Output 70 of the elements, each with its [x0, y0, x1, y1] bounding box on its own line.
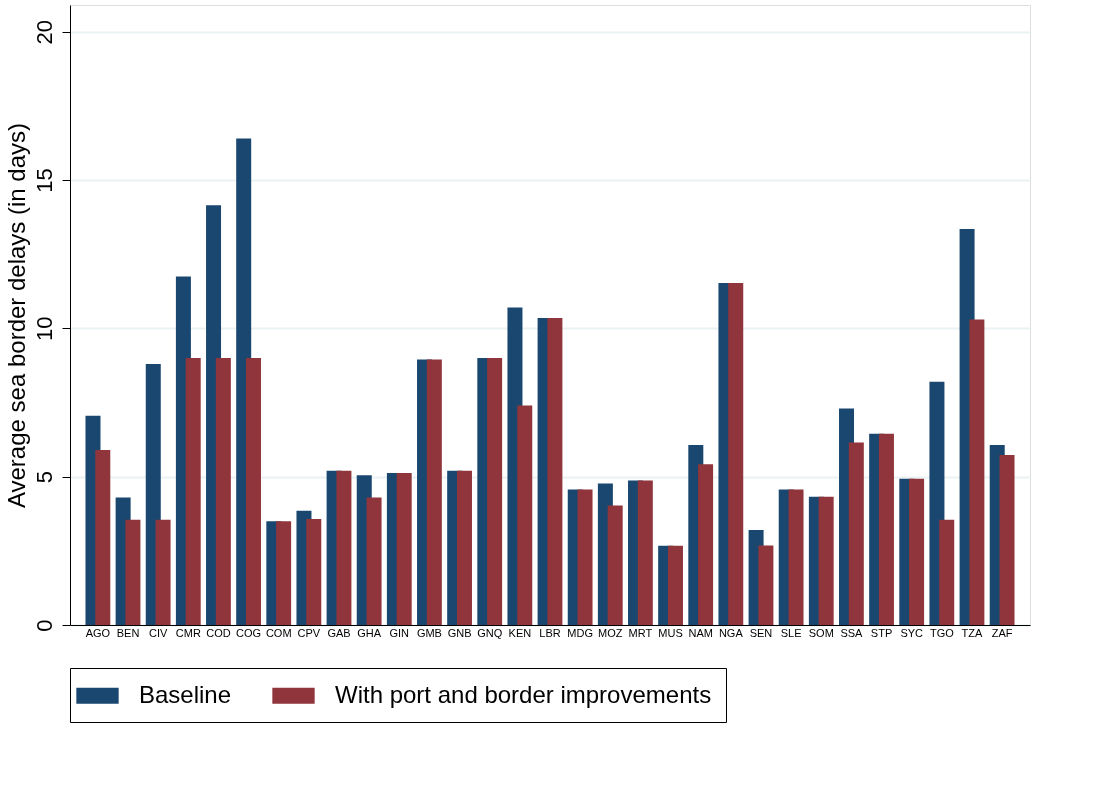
x-tick-label: COM — [265, 626, 292, 639]
bar — [909, 478, 925, 625]
bar — [788, 489, 804, 625]
x-tick-label: GMB — [416, 626, 442, 639]
x-tick-label: MRT — [628, 626, 653, 639]
legend-label: With port and border improvements — [335, 680, 712, 708]
x-tick-label: GHA — [357, 626, 382, 639]
legend-label: Baseline — [139, 680, 232, 708]
x-tick-label: GIN — [389, 626, 410, 639]
bar — [878, 433, 894, 625]
bar — [245, 358, 261, 625]
bar — [637, 480, 653, 625]
y-tick-label: 15 — [31, 168, 57, 193]
x-tick-label: MDG — [567, 626, 593, 639]
y-tick-label: 20 — [31, 19, 57, 45]
bar — [517, 405, 533, 625]
bar — [396, 473, 412, 625]
x-tick-label: AGO — [85, 626, 111, 639]
x-tick-label: SSA — [840, 626, 864, 639]
bar — [426, 359, 442, 625]
bar — [185, 358, 201, 625]
bar — [818, 496, 834, 625]
x-tick-label: COD — [206, 626, 231, 639]
bar — [215, 358, 231, 625]
x-tick-label: MUS — [658, 626, 683, 639]
bar — [456, 470, 472, 625]
bar — [939, 519, 955, 625]
x-tick-label: COG — [236, 626, 262, 639]
bar — [999, 455, 1015, 625]
x-tick-label: TZA — [961, 626, 984, 639]
bar — [728, 282, 744, 625]
x-tick-label: KEN — [508, 626, 532, 639]
y-axis-title: Average sea border delays (in days) — [2, 122, 30, 509]
x-tick-label: SEN — [749, 626, 773, 639]
x-tick-label: CMR — [175, 626, 201, 639]
bar — [667, 545, 683, 625]
x-tick-label: GNQ — [477, 626, 503, 639]
bar — [969, 319, 985, 625]
y-tick-label: 10 — [31, 316, 57, 342]
bar — [698, 464, 714, 625]
bar — [276, 521, 292, 625]
bar — [607, 505, 623, 625]
bar — [336, 470, 352, 625]
bar — [125, 519, 141, 625]
x-tick-label: BEN — [116, 626, 140, 639]
x-tick-label: NGA — [718, 626, 744, 639]
bar — [366, 497, 382, 625]
bar — [95, 449, 111, 625]
x-tick-label: NAM — [688, 626, 713, 639]
bar — [155, 519, 171, 625]
x-tick-label: TGO — [929, 626, 955, 639]
bar — [577, 489, 593, 625]
bar — [848, 442, 864, 625]
x-tick-label: SLE — [780, 626, 802, 639]
x-tick-label: SYC — [900, 626, 924, 639]
x-tick-label: STP — [870, 626, 893, 639]
x-tick-label: GAB — [327, 626, 351, 639]
bar — [487, 358, 503, 625]
x-tick-label: LBR — [539, 626, 561, 639]
x-tick-label: CPV — [297, 626, 321, 639]
x-tick-label: GNB — [447, 626, 472, 639]
x-tick-label: ZAF — [991, 626, 1013, 639]
bar — [306, 519, 322, 625]
x-tick-label: CIV — [148, 626, 168, 639]
y-tick-label: 0 — [31, 619, 57, 632]
bar — [547, 317, 563, 625]
bar — [758, 545, 774, 625]
y-tick-label: 5 — [31, 471, 57, 484]
x-tick-label: SOM — [808, 626, 834, 639]
x-tick-label: MOZ — [598, 626, 623, 639]
